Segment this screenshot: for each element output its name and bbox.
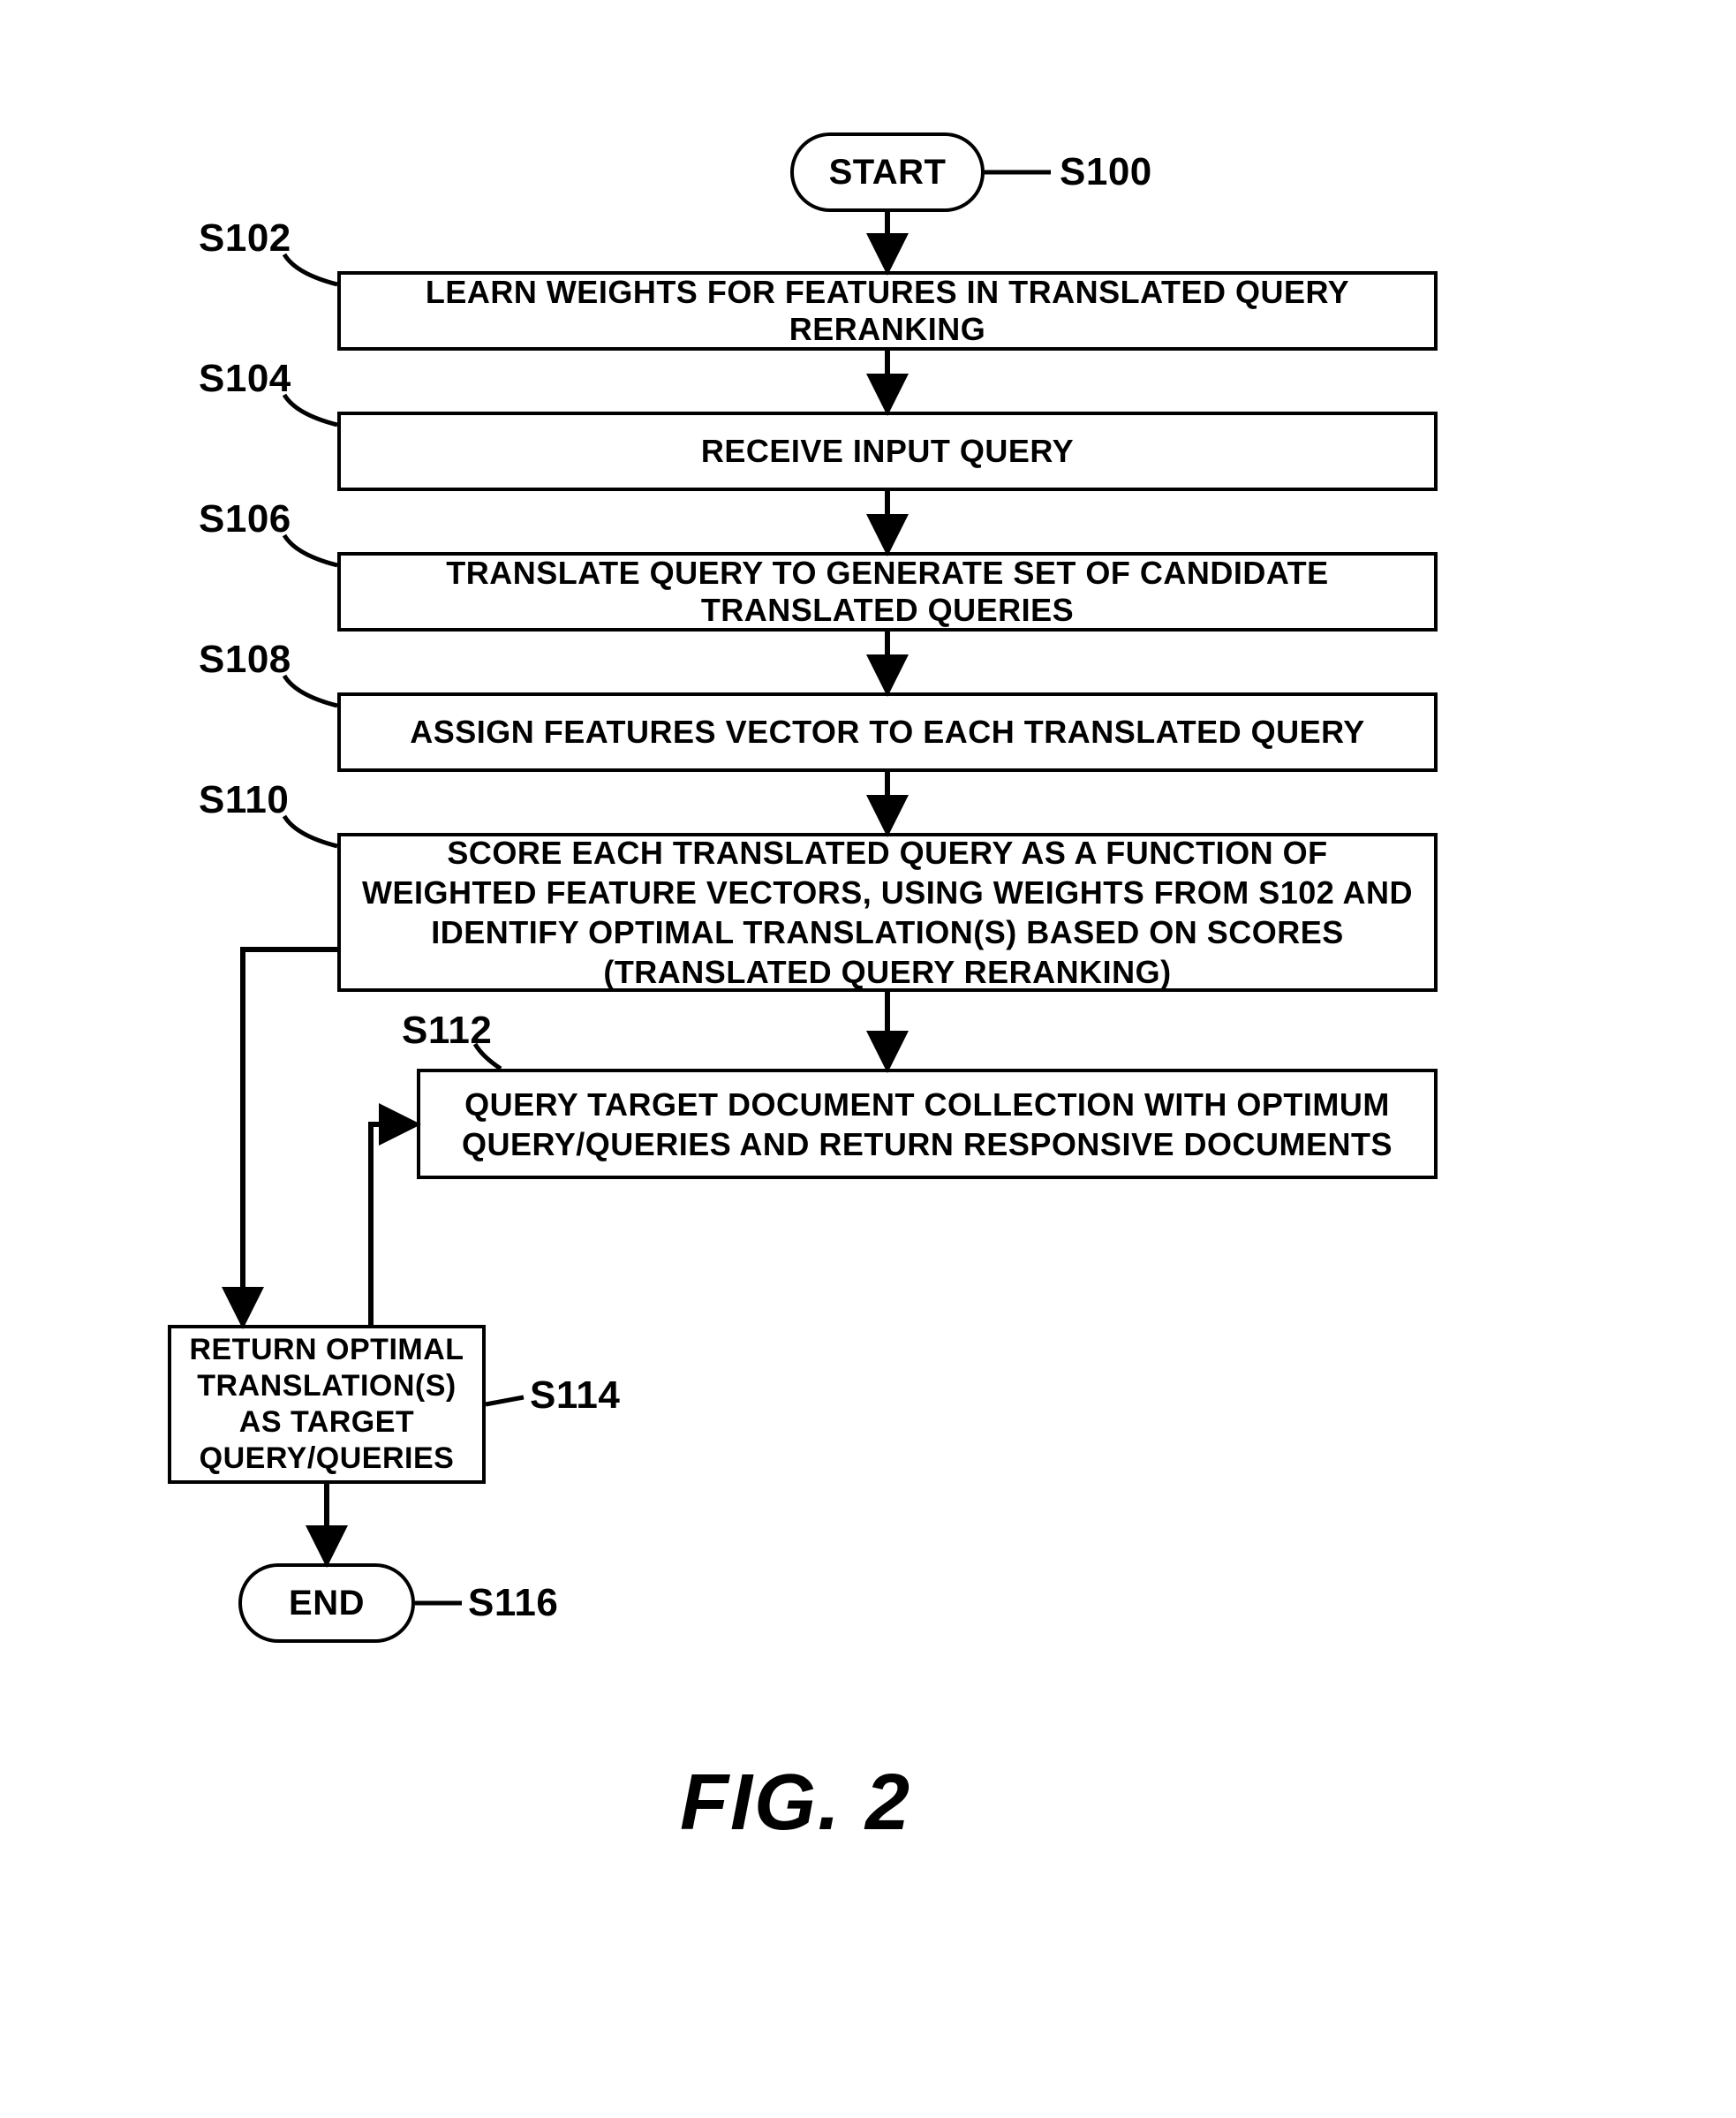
process-s106: TRANSLATE QUERY TO GENERATE SET OF CANDI… [337, 552, 1438, 632]
terminator-end-text: END [289, 1584, 365, 1623]
process-s114-text: RETURN OPTIMAL TRANSLATION(S) AS TARGET … [180, 1332, 473, 1476]
leader-s106 [284, 535, 337, 565]
label-s116: S116 [468, 1581, 558, 1625]
diagram-canvas: START LEARN WEIGHTS FOR FEATURES IN TRAN… [0, 0, 1736, 2118]
label-s110: S110 [199, 778, 289, 822]
process-s106-text: TRANSLATE QUERY TO GENERATE SET OF CANDI… [351, 555, 1423, 629]
label-s102: S102 [199, 216, 291, 261]
label-s104-text: S104 [199, 357, 291, 400]
process-s112: QUERY TARGET DOCUMENT COLLECTION WITH OP… [417, 1069, 1438, 1179]
leader-s110 [284, 816, 337, 846]
terminator-end: END [238, 1563, 415, 1643]
leader-s104 [284, 395, 337, 425]
process-s110: SCORE EACH TRANSLATED QUERY AS A FUNCTIO… [337, 833, 1438, 992]
label-s106: S106 [199, 497, 291, 541]
elbow-s114-to-s112 [371, 1124, 411, 1325]
label-s114-text: S114 [530, 1373, 620, 1417]
label-s116-text: S116 [468, 1581, 558, 1624]
label-s104: S104 [199, 357, 291, 401]
label-s102-text: S102 [199, 216, 291, 260]
process-s114: RETURN OPTIMAL TRANSLATION(S) AS TARGET … [168, 1325, 486, 1484]
process-s108: ASSIGN FEATURES VECTOR TO EACH TRANSLATE… [337, 692, 1438, 772]
label-s114: S114 [530, 1373, 620, 1418]
elbow-s110-to-s114 [243, 949, 337, 1319]
leader-s114 [486, 1397, 524, 1404]
process-s112-text: QUERY TARGET DOCUMENT COLLECTION WITH OP… [436, 1085, 1418, 1164]
process-s102: LEARN WEIGHTS FOR FEATURES IN TRANSLATED… [337, 271, 1438, 351]
label-s106-text: S106 [199, 497, 291, 541]
process-s104-text: RECEIVE INPUT QUERY [701, 433, 1074, 470]
label-s112-text: S112 [402, 1009, 492, 1052]
label-s100: S100 [1060, 150, 1152, 194]
label-s108-text: S108 [199, 638, 291, 681]
leader-s102 [284, 254, 337, 284]
label-s110-text: S110 [199, 778, 289, 821]
process-s104: RECEIVE INPUT QUERY [337, 412, 1438, 491]
label-s112: S112 [402, 1009, 492, 1053]
process-s110-text: SCORE EACH TRANSLATED QUERY AS A FUNCTIO… [357, 833, 1418, 992]
label-s108: S108 [199, 638, 291, 682]
process-s102-text: LEARN WEIGHTS FOR FEATURES IN TRANSLATED… [351, 274, 1423, 348]
terminator-start-text: START [829, 153, 947, 193]
terminator-start: START [790, 132, 985, 212]
figure-caption: FIG. 2 [680, 1758, 911, 1849]
leader-s108 [284, 676, 337, 706]
figure-caption-text: FIG. 2 [680, 1759, 911, 1847]
process-s108-text: ASSIGN FEATURES VECTOR TO EACH TRANSLATE… [410, 714, 1365, 751]
label-s100-text: S100 [1060, 150, 1152, 193]
